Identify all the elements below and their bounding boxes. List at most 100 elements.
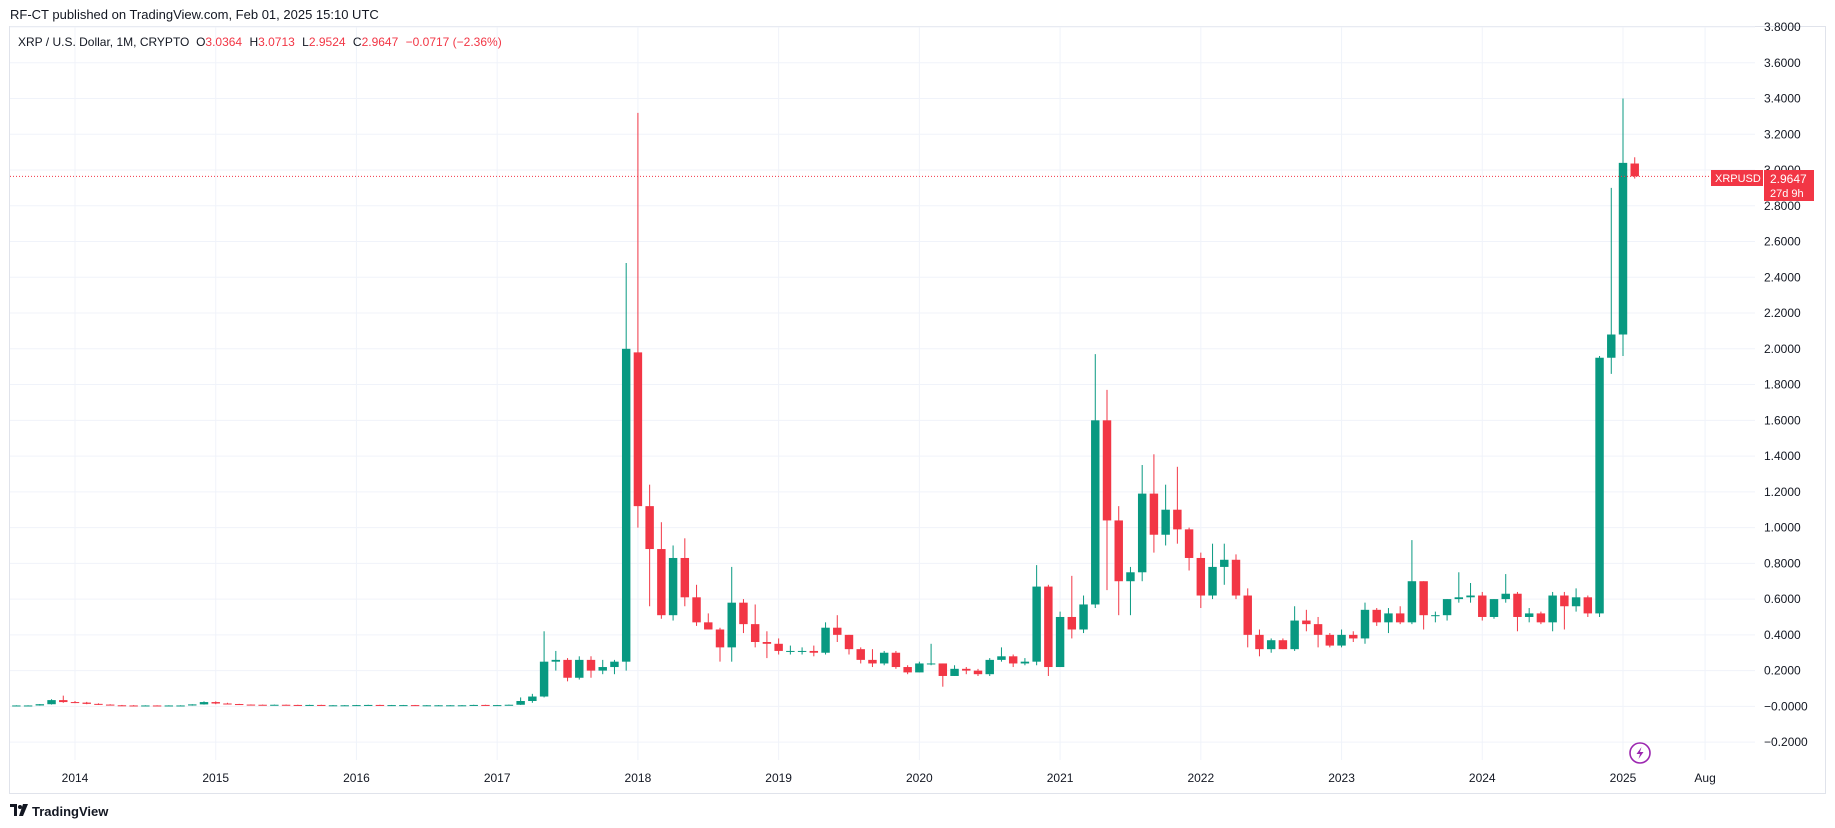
candle [1032, 565, 1041, 666]
candle [598, 659, 607, 675]
candle-body [375, 704, 385, 706]
candle [1630, 157, 1639, 179]
candle [176, 705, 185, 707]
candle [1067, 575, 1077, 639]
y-tick-label: 1.8000 [1764, 378, 1801, 392]
candle-body [1349, 634, 1358, 639]
candle [610, 659, 619, 675]
candle-body [446, 705, 455, 707]
candle-body [844, 634, 854, 650]
candle [575, 656, 584, 680]
candle [387, 704, 396, 707]
candle-body [1313, 624, 1323, 635]
candle-body [727, 602, 736, 648]
candle [35, 704, 45, 706]
candle [844, 634, 854, 655]
candle [94, 703, 103, 705]
candle-body [750, 624, 760, 643]
candle [281, 704, 291, 706]
candle-body [223, 703, 232, 705]
legend-close-key: C [352, 35, 362, 49]
y-tick-label: 3.4000 [1764, 92, 1801, 106]
candle [1196, 552, 1206, 609]
candle [1607, 187, 1616, 374]
candle [1126, 566, 1135, 616]
candle-body [129, 705, 138, 707]
candle-body [1630, 163, 1639, 177]
candle-body [1067, 616, 1077, 630]
candle [293, 704, 303, 706]
candle [1489, 599, 1499, 619]
candle [1337, 629, 1346, 648]
candle [246, 704, 256, 706]
x-axis[interactable]: 2014 2015 2016 2017 2018 2019 2020 2021 2022 2023… [62, 771, 1716, 785]
candle-body [457, 705, 467, 707]
candle [1055, 611, 1065, 668]
candle-body [1208, 566, 1217, 596]
candle-body [879, 652, 889, 664]
candle [164, 705, 174, 707]
candle-body [1395, 613, 1405, 623]
candle [727, 566, 736, 662]
x-tick-label: Aug [1694, 771, 1715, 785]
candle [821, 622, 830, 655]
candle-body [680, 557, 690, 598]
lightning-icon[interactable] [1629, 742, 1651, 764]
candle-body [1372, 609, 1381, 623]
candle-body [176, 705, 185, 707]
y-axis[interactable]: −0.2000 −0.0000 0.2000 0.4000 0.6000 0.8000 1.… [1764, 20, 1808, 749]
publish-header: RF-CT published on TradingView.com, Feb … [0, 0, 1835, 26]
price-badge-price: 2.9647 [1770, 172, 1807, 186]
candle [1220, 543, 1229, 585]
candle-body [258, 704, 267, 706]
candle [457, 705, 467, 707]
candle-body [1008, 656, 1018, 664]
candle [340, 705, 349, 707]
y-tick-label: 0.2000 [1764, 664, 1801, 678]
candle [82, 701, 91, 705]
candle [809, 645, 819, 657]
legend-change: −0.0717 (−2.36%) [405, 35, 502, 49]
candle [833, 615, 842, 643]
candle-body [1431, 615, 1440, 617]
price-badge-symbol-bg [1711, 170, 1763, 186]
candle-body [1102, 420, 1112, 521]
candle-body [211, 702, 220, 704]
candle [1384, 608, 1393, 634]
candle [1583, 595, 1593, 617]
candle-body [1442, 599, 1452, 616]
candle [1137, 465, 1147, 582]
candle-body [492, 705, 502, 707]
candle-body [1161, 509, 1170, 535]
candle [105, 704, 115, 706]
candle-body [621, 348, 631, 662]
candle [657, 522, 666, 619]
candle-body [539, 661, 549, 697]
candle-body [141, 705, 150, 707]
candle [879, 650, 889, 666]
candle [59, 695, 68, 703]
tradingview-logo-icon[interactable] [10, 804, 28, 819]
candle-body [551, 659, 561, 662]
candle [1044, 584, 1053, 676]
candle [1161, 484, 1170, 546]
candle-body [188, 704, 197, 706]
candle [234, 703, 244, 706]
y-tick-label: 1.0000 [1764, 521, 1801, 535]
candle-body [35, 704, 45, 706]
candle [481, 704, 490, 706]
candle-body [1466, 595, 1475, 598]
candle [1255, 629, 1264, 657]
candle-body [973, 670, 983, 675]
y-tick-label: −0.2000 [1764, 735, 1808, 749]
candle-body [1079, 604, 1088, 630]
legend-symbol[interactable]: XRP / U.S. Dollar, 1M, CRYPTO [18, 35, 190, 49]
candle [1149, 454, 1159, 553]
x-tick-label: 2021 [1047, 771, 1074, 785]
candle-body [1290, 620, 1299, 650]
candle [199, 701, 209, 705]
candle-body [1607, 334, 1616, 358]
brand-name: TradingView [32, 804, 109, 820]
candle [762, 631, 772, 659]
